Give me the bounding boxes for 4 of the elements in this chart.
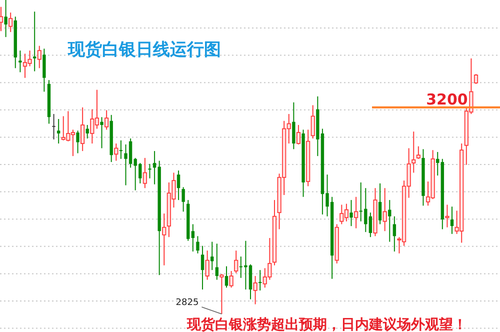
text: 现货白银日线运行图 — [67, 40, 221, 60]
text: 现货白银涨势超出预期，日内建议场外观望！ — [186, 316, 467, 332]
annotation: 3200 — [426, 90, 468, 108]
annotation: 2825 — [176, 298, 199, 308]
